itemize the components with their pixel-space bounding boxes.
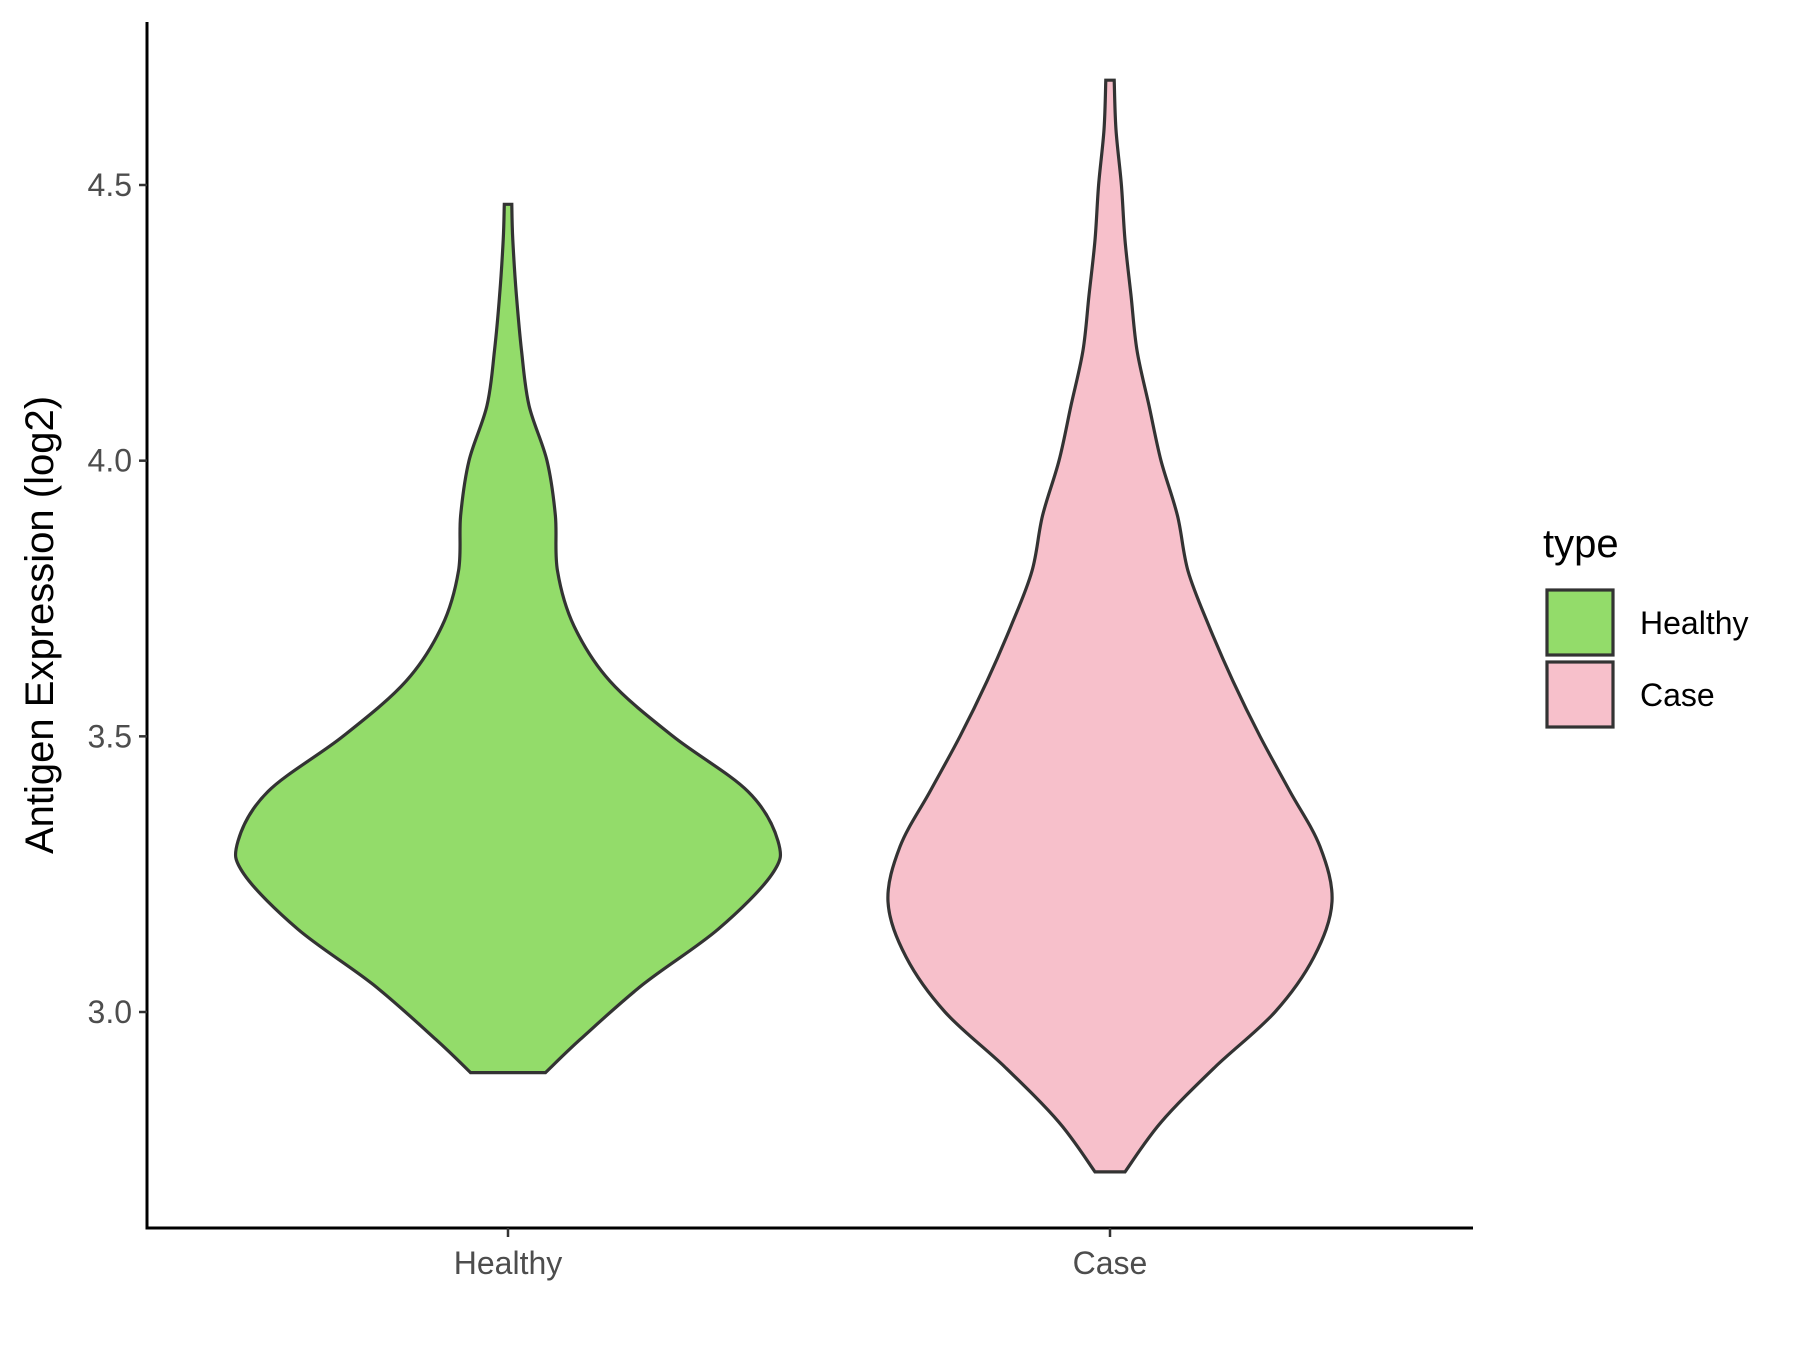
x-tick-label: Case [1073, 1245, 1148, 1281]
legend-key-healthy [1545, 588, 1615, 657]
legend-title: type [1543, 522, 1619, 566]
y-tick-label: 3.5 [88, 718, 132, 754]
x-axis-ticks: Healthy Case [454, 1228, 1148, 1281]
legend-items: Healthy Case [1545, 588, 1749, 729]
violin-healthy [233, 202, 783, 1075]
violin-case [886, 78, 1334, 1174]
x-tick-label: Healthy [454, 1245, 563, 1281]
y-tick-label: 3.0 [88, 994, 132, 1030]
legend: type Healthy Case [1543, 522, 1749, 729]
legend-label-case: Case [1640, 677, 1715, 713]
legend-label-healthy: Healthy [1640, 605, 1749, 641]
y-tick-label: 4.5 [88, 167, 132, 203]
violins-layer [233, 78, 1334, 1174]
y-axis-ticks: 3.0 3.5 4.0 4.5 [88, 167, 147, 1030]
legend-key-case [1545, 660, 1615, 729]
y-tick-label: 4.0 [88, 443, 132, 479]
y-axis-title: Antigen Expression (log2) [18, 396, 62, 854]
